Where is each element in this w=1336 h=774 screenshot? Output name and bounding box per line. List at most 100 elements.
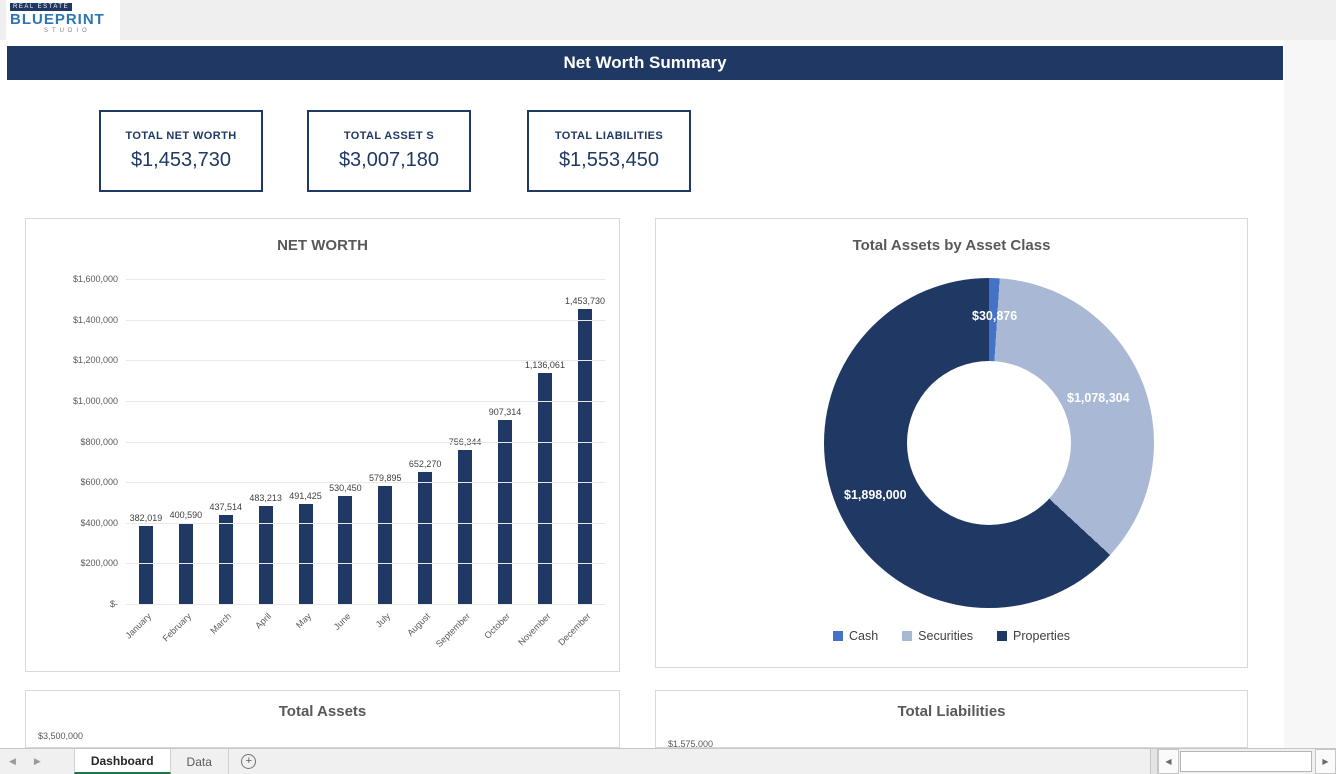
bar [537, 373, 552, 604]
net-worth-chart[interactable]: NET WORTH 382,019 400,590 437,514 483,213 49… [25, 218, 620, 672]
x-axis-label-cell: February [160, 607, 206, 671]
hscroll-left-arrow-icon[interactable]: ◀ [1158, 749, 1179, 774]
bar-data-label: 579,895 [369, 473, 402, 484]
scrollbar-splitter-handle[interactable] [1150, 749, 1158, 774]
bar [258, 505, 273, 604]
legend-swatch [902, 631, 913, 641]
gridline [126, 279, 605, 280]
x-axis-label: March [208, 611, 233, 636]
kpi-total-net-worth[interactable]: TOTAL NET WORTH $1,453,730 [99, 110, 263, 192]
x-axis-label: October [482, 611, 513, 641]
assets-by-class-chart[interactable]: Total Assets by Asset Class $30,876 $1,0… [655, 218, 1248, 668]
hscroll-right-arrow-icon[interactable]: ▶ [1315, 749, 1336, 774]
kpi-value: $1,453,730 [130, 149, 232, 171]
chart-title: Total Assets [278, 703, 367, 720]
total-liabilities-chart[interactable]: Total Liabilities $1,575,000 [655, 690, 1248, 748]
sheet-tab-data[interactable]: Data [171, 749, 229, 774]
gridline [126, 563, 605, 565]
sheet-nav-next-icon[interactable]: ▶ [33, 756, 41, 766]
gridline [126, 400, 605, 402]
kpi-total-assets[interactable]: TOTAL ASSET S $3,007,180 [307, 110, 471, 192]
bar [458, 450, 473, 604]
legend-label: Properties [1013, 629, 1071, 643]
legend-swatch [832, 631, 843, 641]
y-axis-tick: $400,000 [80, 517, 118, 528]
sheet-tab-dashboard[interactable]: Dashboard [73, 749, 171, 774]
bar [577, 308, 592, 604]
chart-title: Total Assets by Asset Class [852, 237, 1051, 254]
page-title-banner: Net Worth Summary [7, 46, 1283, 80]
net-worth-plot: 382,019 400,590 437,514 483,213 491,425 530,4… [73, 274, 605, 609]
gridline [126, 441, 605, 443]
gridline [126, 360, 605, 362]
sheet-tab-bar: ◀ ▶ Dashboard Data + ◀ ▶ [0, 748, 1336, 774]
x-axis-label: August [405, 611, 433, 638]
logo-line-top: REAL ESTATE [10, 3, 72, 11]
bar-data-label: 1,453,730 [564, 295, 605, 306]
kpi-label: TOTAL LIABILITIES [554, 130, 664, 142]
tab-gap [50, 749, 74, 774]
donut-label-properties: $1,898,000 [844, 488, 907, 502]
tab-bar-spacer [269, 749, 1150, 774]
app-logo: REAL ESTATE BLUEPRINT STUDIO [6, 0, 120, 42]
bar-group-october: 907,314 [485, 279, 525, 604]
x-axis-label-cell: December [556, 607, 605, 671]
y-axis-tick: $1,575,000 [668, 739, 714, 748]
x-axis-label-cell: April [246, 607, 286, 671]
bar-group-december: 1,453,730 [565, 279, 605, 604]
chart-title: NET WORTH [277, 237, 368, 254]
y-axis-tick: $200,000 [80, 558, 118, 569]
bar [497, 419, 512, 604]
bar-group-may: 491,425 [286, 279, 326, 604]
bar [298, 504, 313, 604]
legend-swatch [997, 631, 1008, 641]
y-axis-tick: $1,000,000 [72, 395, 118, 406]
y-axis-tick: $1,400,000 [72, 314, 118, 325]
net-worth-categories: January February March April May June July Augu… [123, 607, 605, 671]
kpi-label: TOTAL NET WORTH [125, 130, 237, 142]
kpi-total-liabilities[interactable]: TOTAL LIABILITIES $1,553,450 [527, 110, 691, 192]
bar-group-march: 437,514 [206, 279, 246, 604]
y-axis-tick: $600,000 [80, 477, 118, 488]
add-sheet-icon: + [241, 754, 257, 769]
x-axis-label: April [252, 611, 273, 631]
legend-item-securities: Securities [902, 629, 973, 643]
add-sheet-button[interactable]: + [229, 749, 269, 774]
x-axis-label: February [160, 611, 193, 644]
x-axis-label: June [331, 611, 353, 632]
hscroll-track[interactable] [1179, 749, 1315, 774]
y-axis-tick: $800,000 [80, 436, 118, 447]
sheet-nav-prev-icon[interactable]: ◀ [9, 756, 16, 766]
y-axis-tick: $- [109, 599, 118, 609]
chart-title: Total Liabilities [897, 703, 1006, 720]
total-assets-chart[interactable]: Total Assets $3,500,000 [25, 690, 620, 748]
legend-item-cash: Cash [832, 629, 879, 643]
bar [378, 486, 393, 604]
gridline [126, 522, 605, 524]
bar-data-label: 437,514 [209, 502, 242, 513]
x-axis-label-cell: July [366, 607, 406, 671]
x-axis-label-cell: March [206, 607, 246, 671]
gridline [126, 604, 605, 605]
page-title: Net Worth Summary [563, 53, 727, 72]
donut-label-securities: $1,078,304 [1067, 391, 1130, 405]
gridline [126, 482, 605, 484]
x-axis-label-cell: June [326, 607, 366, 671]
x-axis-label: July [374, 611, 393, 630]
logo-line-main: BLUEPRINT [10, 11, 105, 28]
bar-group-august: 652,270 [405, 279, 445, 604]
bar-group-april: 483,213 [246, 279, 286, 604]
bar-group-january: 382,019 [126, 279, 166, 604]
sheet-tab-label: Data [186, 754, 212, 769]
logo-line-sub: STUDIO [44, 28, 91, 34]
legend-label: Securities [918, 629, 974, 643]
bar-data-label: 400,590 [169, 509, 203, 520]
y-axis-tick: $1,600,000 [72, 274, 118, 284]
hscroll-thumb[interactable] [1180, 751, 1312, 772]
kpi-value: $1,553,450 [558, 149, 660, 171]
donut-wrapper: $30,876 $1,078,304 $1,898,000 [824, 278, 1154, 608]
donut-hole [907, 361, 1071, 525]
sheet-tab-label: Dashboard [90, 753, 154, 768]
legend-label: Cash [848, 629, 879, 643]
kpi-value: $3,007,180 [338, 149, 440, 171]
